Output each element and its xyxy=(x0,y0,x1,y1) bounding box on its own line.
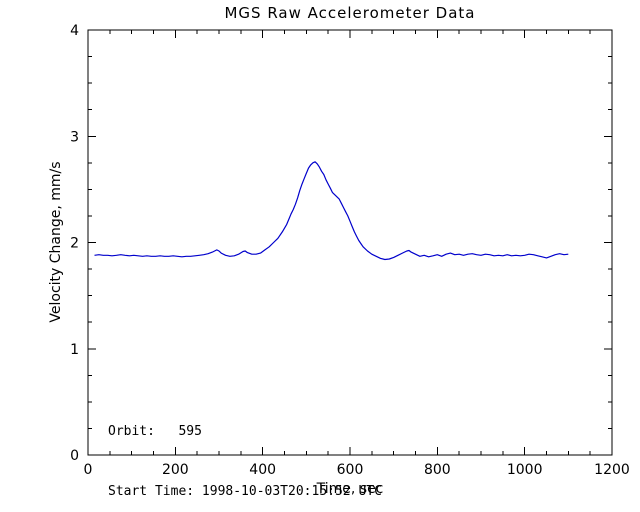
annotation-start-time: Start Time: 1998-10-03T20:15:52 UTC xyxy=(108,484,382,499)
x-tick-label: 600 xyxy=(337,462,364,478)
y-tick-label: 0 xyxy=(70,448,79,464)
y-tick-label: 3 xyxy=(70,129,79,145)
x-tick-label: 0 xyxy=(84,462,93,478)
data-line-velocity-change xyxy=(94,161,569,261)
x-tick-label: 400 xyxy=(249,462,276,478)
y-tick-label: 4 xyxy=(70,23,79,39)
y-tick-label: 2 xyxy=(70,236,79,252)
y-tick-label: 1 xyxy=(70,342,79,358)
x-tick-label: 1200 xyxy=(594,462,630,478)
chart-title: MGS Raw Accelerometer Data xyxy=(224,4,476,22)
x-tick-label: 1000 xyxy=(507,462,543,478)
x-axis-label: Time, sec xyxy=(316,481,384,497)
plot-box xyxy=(87,29,613,456)
x-tick-label: 800 xyxy=(424,462,451,478)
x-tick-label: 200 xyxy=(162,462,189,478)
annotation-orbit: Orbit: 595 xyxy=(108,424,202,439)
annotation-block: Orbit: 595 Start Time: 1998-10-03T20:15:… xyxy=(108,382,382,512)
